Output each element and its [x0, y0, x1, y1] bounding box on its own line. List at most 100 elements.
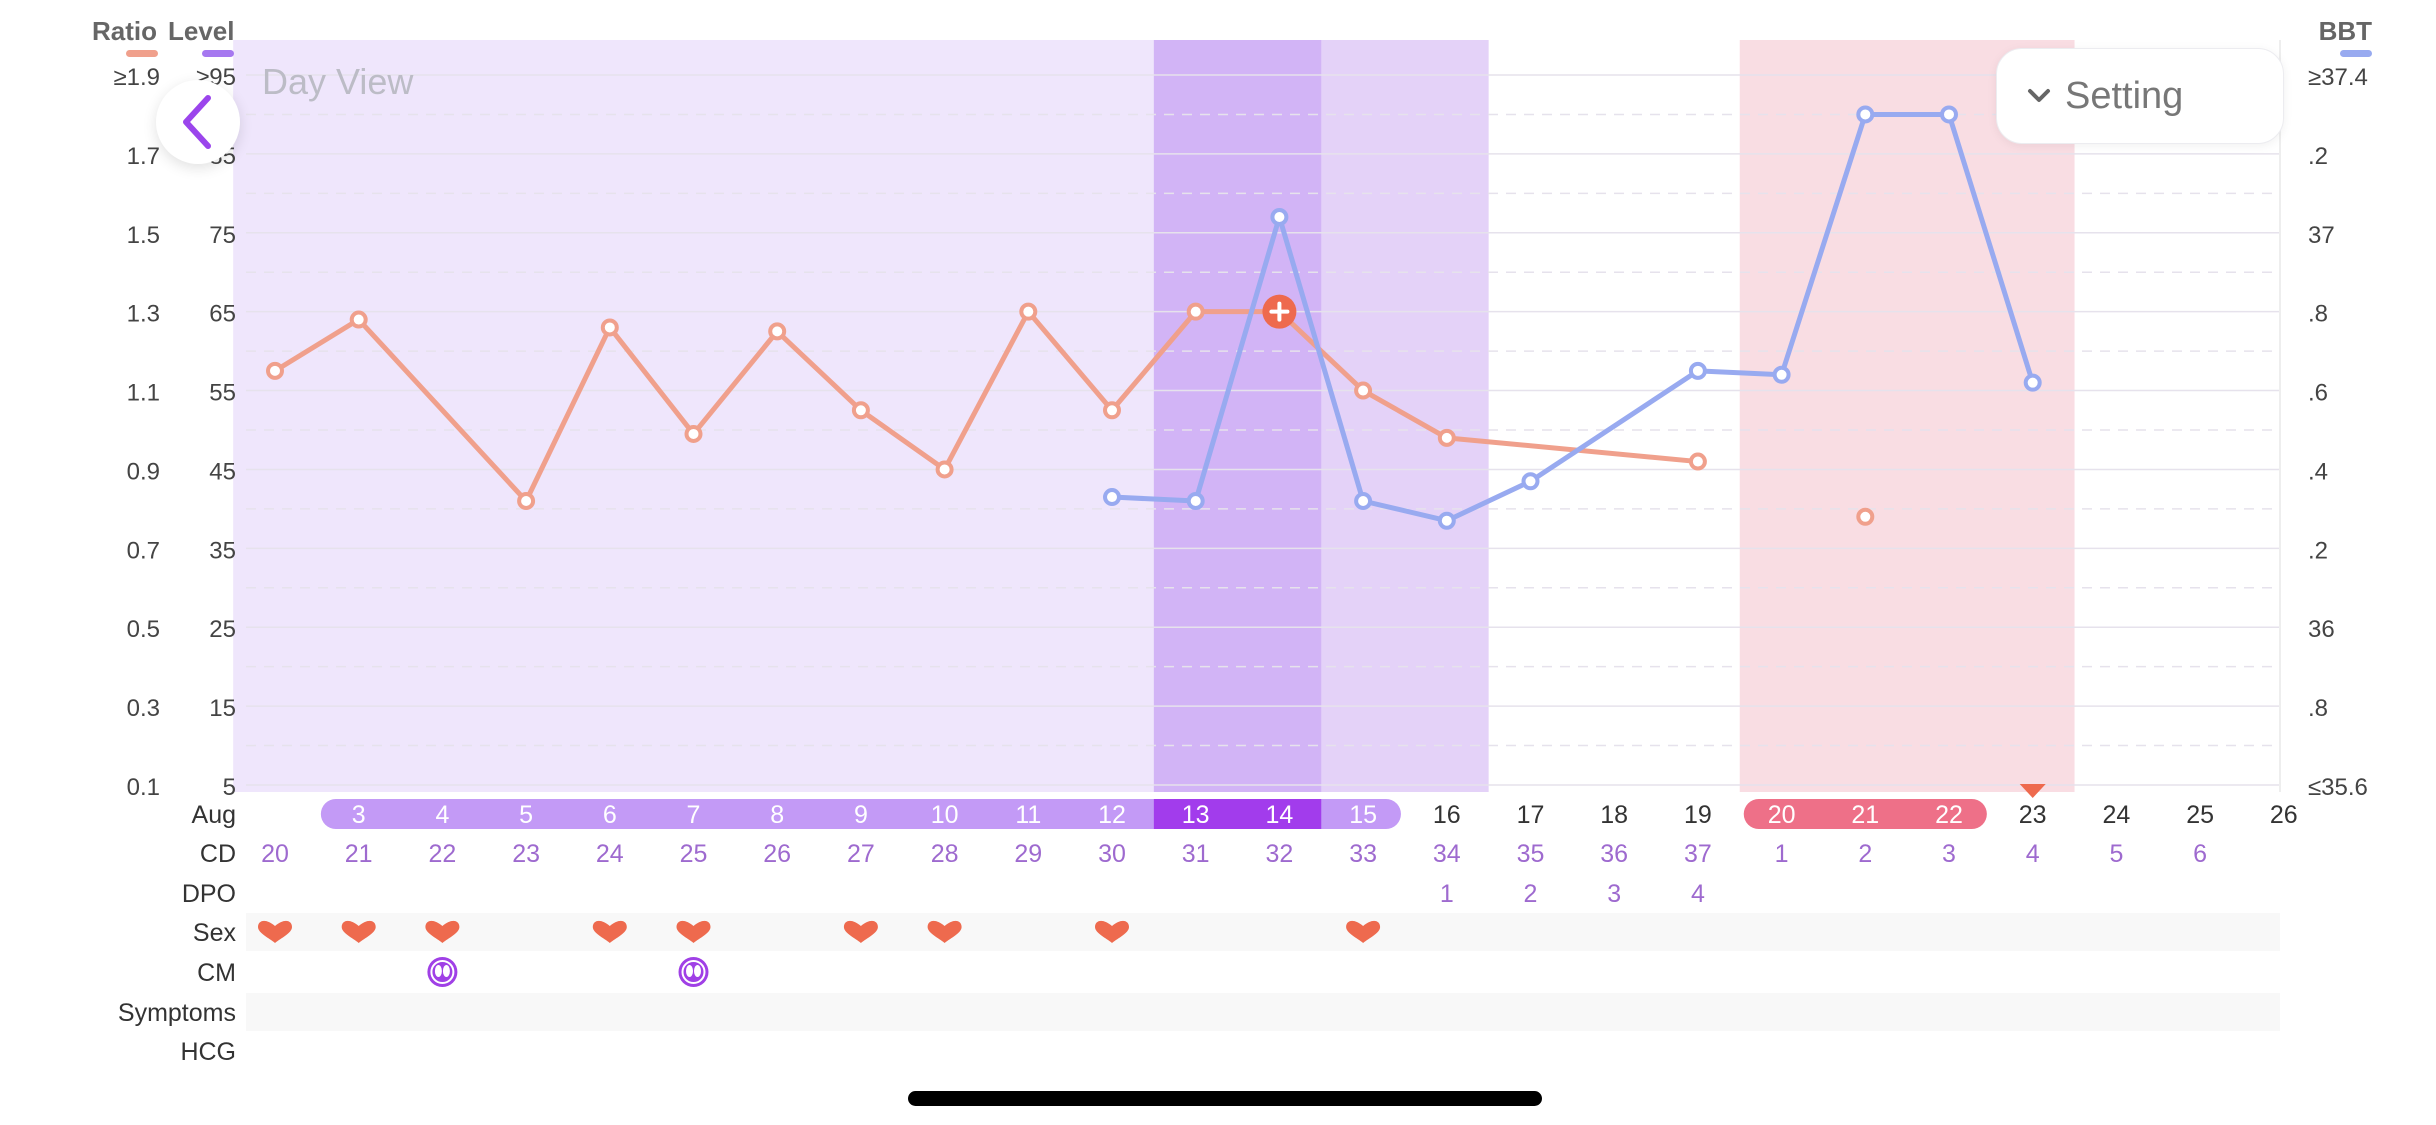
cd-cell: 24	[596, 840, 624, 868]
ratio-point	[349, 310, 368, 329]
level-tick-label: 35	[209, 537, 236, 564]
level-tick-label: 15	[209, 695, 236, 722]
date-cell: 22	[1935, 801, 1963, 829]
date-cell: 17	[1517, 801, 1545, 829]
ratio-point	[1856, 507, 1875, 526]
heart-icon	[258, 920, 292, 943]
date-cell: 11	[1015, 801, 1041, 829]
level-tick-label: 25	[209, 616, 236, 643]
bbt-legend-swatch	[2340, 50, 2372, 57]
bbt-tick-label: .2	[2308, 143, 2328, 170]
dpo-cell: 4	[1691, 880, 1705, 908]
date-cell: 7	[687, 801, 701, 829]
cd-cell: 1	[1775, 840, 1789, 868]
cd-cell: 23	[512, 840, 540, 868]
ratio-point	[1688, 452, 1707, 471]
cd-cell: 21	[345, 840, 373, 868]
ratio-point	[684, 424, 703, 443]
heart-icon	[592, 920, 627, 943]
chevron-down-icon	[2027, 88, 2051, 104]
level-legend-swatch	[202, 50, 234, 57]
cd-cell: 26	[763, 840, 791, 868]
ratio-tick-label: 1.3	[127, 301, 160, 328]
ratio-point	[1437, 428, 1456, 447]
date-pill-period	[1743, 799, 1987, 829]
bbt-point	[1856, 105, 1875, 124]
symptoms-row-bg	[246, 993, 2280, 1031]
bbt-point	[1772, 365, 1791, 384]
ratio-tick-label: 0.5	[127, 616, 160, 643]
cd-cell: 6	[2193, 840, 2207, 868]
bbt-point	[1354, 492, 1373, 510]
row-label-hcg: HCG	[180, 1038, 236, 1066]
ratio-tick-label: 0.7	[127, 537, 160, 564]
row-label-cd: CD	[200, 840, 236, 868]
ratio-tick-label: 1.5	[127, 222, 160, 249]
date-cell: 23	[2019, 801, 2047, 829]
cd-cell: 32	[1265, 840, 1293, 868]
heart-icon	[341, 920, 376, 943]
row-label-cm: CM	[197, 959, 236, 987]
date-cell: 5	[519, 801, 533, 829]
date-cell: 4	[435, 801, 449, 829]
heart-icon	[927, 920, 962, 943]
predicted-period-marker	[2019, 784, 2046, 798]
date-cell: 15	[1349, 801, 1377, 829]
date-cell: 26	[2270, 801, 2298, 829]
ratio-point	[851, 401, 870, 420]
date-cell: 18	[1600, 801, 1628, 829]
row-label-aug: Aug	[192, 801, 236, 829]
cd-cell: 4	[2026, 840, 2040, 868]
ratio-tick-label: 1.7	[127, 143, 160, 170]
ratio-tick-label: 0.3	[127, 695, 160, 722]
bbt-tick-label: 37	[2308, 222, 2335, 249]
ratio-tick-label: 0.9	[127, 458, 160, 485]
date-cell: 21	[1851, 801, 1879, 829]
level-tick-label: 65	[209, 301, 236, 328]
date-cell: 12	[1098, 801, 1126, 829]
heart-icon	[676, 920, 711, 943]
bbt-tick-label: 36	[2308, 616, 2335, 643]
cd-cell: 25	[680, 840, 708, 868]
cd-cell: 5	[2109, 840, 2123, 868]
date-cell: 14	[1265, 801, 1293, 829]
back-button[interactable]	[156, 80, 240, 164]
date-cell: 24	[2102, 801, 2130, 829]
heart-icon	[843, 920, 878, 943]
date-cell: 25	[2186, 801, 2214, 829]
row-label-dpo: DPO	[182, 880, 236, 908]
dpo-cell: 2	[1524, 880, 1538, 908]
home-indicator[interactable]	[908, 1091, 1542, 1106]
bbt-tick-label: .8	[2308, 695, 2328, 722]
bbt-tick-label: ≤35.6	[2308, 774, 2368, 801]
cd-cell: 34	[1433, 840, 1461, 868]
bbt-tick-label: .8	[2308, 301, 2328, 328]
date-cell: 10	[931, 801, 959, 829]
cd-cell: 3	[1942, 840, 1956, 868]
level-tick-label: 45	[209, 458, 236, 485]
ratio-axis-title: Ratio	[92, 16, 157, 46]
bbt-point	[1186, 492, 1205, 510]
bbt-point	[1437, 511, 1456, 530]
dpo-cell: 1	[1440, 880, 1454, 908]
setting-button[interactable]: Setting	[1996, 48, 2284, 144]
cm-icon-drop-left	[434, 965, 442, 977]
ratio-point	[935, 460, 954, 479]
ratio-legend-swatch	[126, 50, 158, 57]
bbt-axis-title: BBT	[2319, 16, 2373, 46]
cd-cell: 2	[1858, 840, 1872, 868]
date-cell: 19	[1684, 801, 1712, 829]
date-pill-peak	[1153, 799, 1322, 829]
cd-cell: 33	[1349, 840, 1377, 868]
sex-row-bg	[246, 913, 2280, 951]
cd-cell: 36	[1600, 840, 1628, 868]
bbt-point	[1103, 488, 1121, 507]
date-cell: 6	[603, 801, 617, 829]
ratio-tick-label: 0.1	[127, 774, 160, 801]
chevron-left-icon	[183, 95, 211, 149]
cd-cell: 35	[1517, 840, 1545, 868]
cm-icon-drop-right	[442, 965, 450, 977]
date-cell: 13	[1182, 801, 1210, 829]
